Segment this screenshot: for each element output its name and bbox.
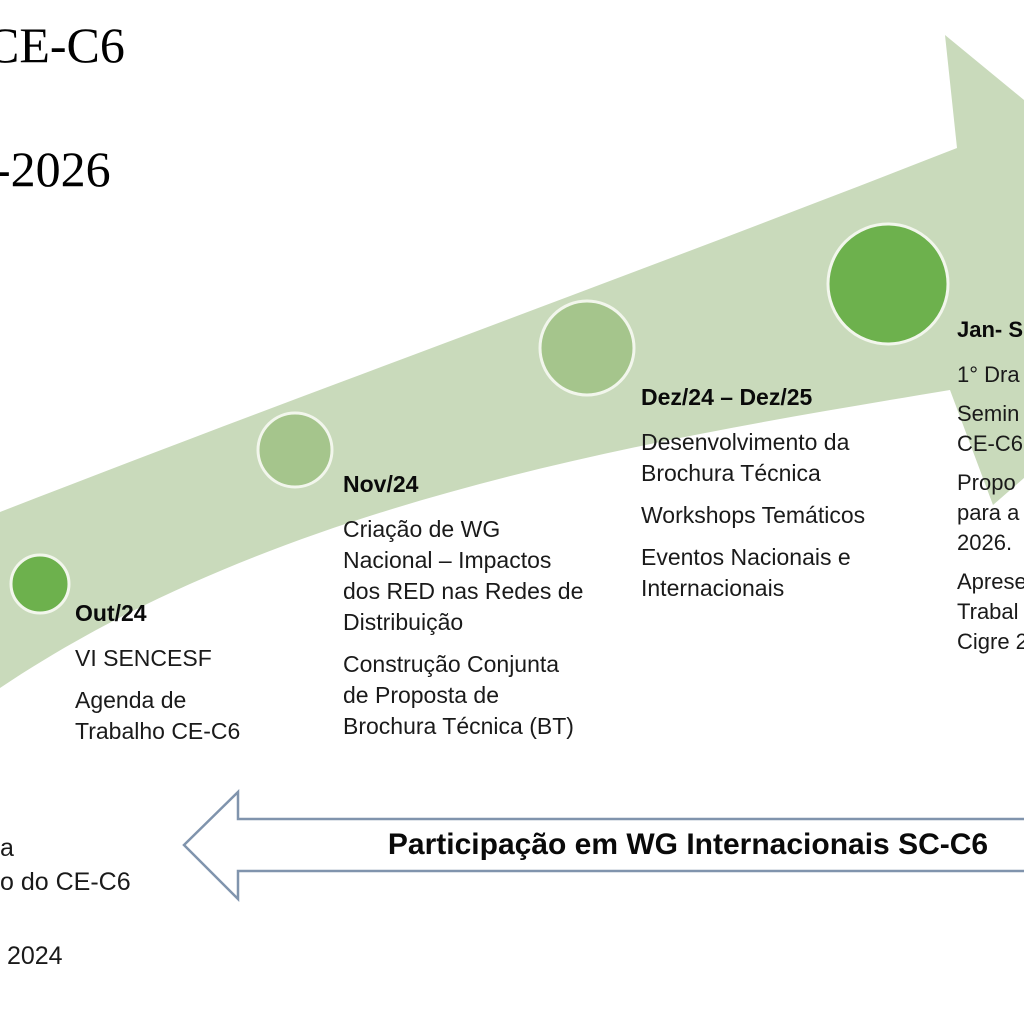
- milestone-text: Workshops Temáticos: [641, 502, 866, 528]
- milestone-date: Nov/24: [343, 471, 419, 497]
- milestone-text: Eventos Nacionais e Internacionais: [641, 544, 851, 601]
- milestone-date: Dez/24 – Dez/25: [641, 384, 813, 410]
- bottom-arrow-label: Participação em WG Internacionais SC-C6: [387, 828, 989, 861]
- milestone-text: 1° Dra: [957, 362, 1020, 387]
- milestone-text: VI SENCESF: [75, 645, 212, 671]
- left-caption: a o do CE-C6 2024: [0, 797, 131, 1007]
- milestone-dot-jan26: [826, 222, 950, 346]
- milestone-block-out24: Out/24 VI SENCESF Agenda de Trabalho CE-…: [75, 600, 275, 758]
- milestone-text: Propo para a 2026.: [957, 470, 1020, 555]
- slide-title-line1: CE-C6: [0, 17, 125, 73]
- milestone-dot-dez24: [538, 299, 636, 397]
- milestone-text: Agenda de Trabalho CE-C6: [75, 687, 241, 744]
- milestone-text: Desenvolvimento da Brochura Técnica: [641, 429, 850, 486]
- milestone-block-jan26: Jan- S 1° Dra Semin CE-C6 Propo para a 2…: [957, 317, 1024, 666]
- milestone-text: Semin CE-C6: [957, 401, 1024, 456]
- milestone-date: Out/24: [75, 600, 147, 626]
- left-arrow-shape: [182, 789, 1024, 903]
- milestone-text: Criação de WG Nacional – Impactos dos RE…: [343, 516, 584, 635]
- milestone-text: Construção Conjunta de Proposta de Broch…: [343, 651, 574, 739]
- milestone-text: Aprese Trabal Cigre 2: [957, 569, 1024, 654]
- left-caption-year: 2024: [0, 942, 63, 970]
- milestone-date: Jan- S: [957, 317, 1024, 342]
- left-caption-text: a o do CE-C6: [0, 834, 131, 896]
- milestone-dot-out24: [9, 553, 71, 615]
- curved-arrow-shape: [0, 35, 1024, 688]
- milestone-block-nov24: Nov/24 Criação de WG Nacional – Impactos…: [343, 471, 603, 753]
- milestone-dot-nov24: [256, 411, 334, 489]
- slide-title-line2: -2026: [0, 141, 111, 197]
- milestone-block-dez24-dez25: Dez/24 – Dez/25 Desenvolvimento da Broch…: [641, 384, 921, 615]
